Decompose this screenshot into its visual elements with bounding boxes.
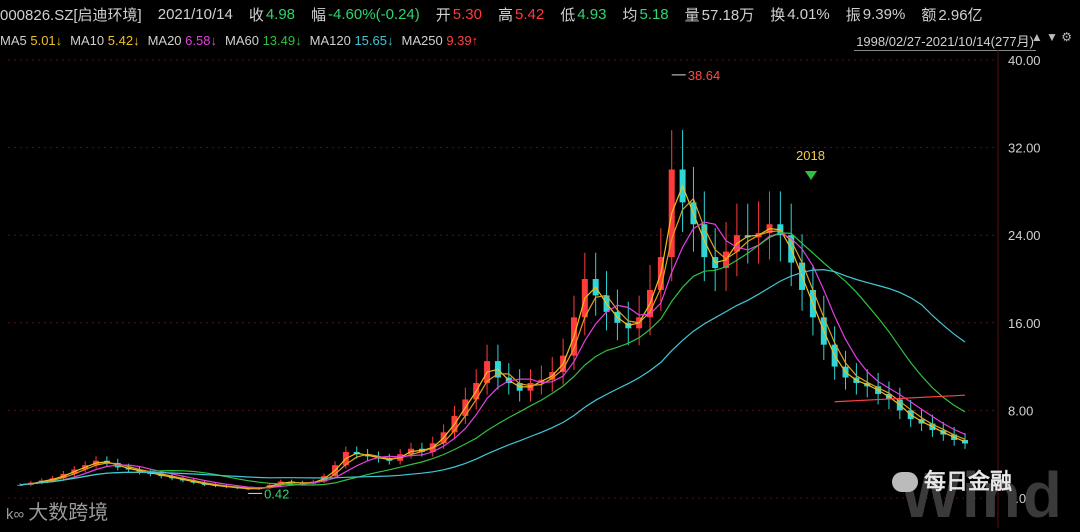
source-watermark: k∞ 大数跨境 <box>6 496 108 525</box>
amp-value: 9.39% <box>862 5 906 23</box>
source-text: 大数跨境 <box>28 502 109 524</box>
ma5-item[interactable]: MA5 5.01↓ <box>0 33 62 48</box>
ma120-item[interactable]: MA120 15.65↓ <box>310 33 394 48</box>
y-tick-label: 24.00 <box>1008 228 1041 243</box>
ma20-name: MA20 <box>147 32 182 48</box>
y-tick-label: 0.00 <box>1008 491 1033 506</box>
ma20-item[interactable]: MA20 6.58↓ <box>148 33 217 48</box>
brand-text: 每日金融 <box>924 469 1013 494</box>
ma10-line <box>19 197 966 490</box>
vol-value: 57.18万 <box>701 6 755 24</box>
high-label: 高 <box>497 6 513 24</box>
ma250-name: MA250 <box>401 32 443 48</box>
y-tick-label: 8.00 <box>1008 403 1033 418</box>
turnover-value: 4.01% <box>787 5 830 23</box>
close-value: 4.98 <box>265 5 296 23</box>
ma-legend: MA5 5.01↓ MA10 5.42↓ MA20 6.58↓ MA60 13.… <box>0 29 1080 51</box>
y-tick-label: 16.00 <box>1008 316 1041 331</box>
ma-layer <box>19 184 966 490</box>
avg-label: 均 <box>622 6 638 24</box>
candle-layer <box>17 130 968 491</box>
amount-label: 额 <box>921 6 937 24</box>
ma10-name: MA10 <box>70 32 105 48</box>
candle-body <box>962 439 968 444</box>
low-value: 4.93 <box>577 5 607 23</box>
change-label: 幅 <box>311 6 327 24</box>
ma250-item[interactable]: MA250 9.39↑ <box>402 33 479 48</box>
candle-body <box>17 484 23 486</box>
source-logo: k∞ <box>6 506 25 523</box>
stock-code: 000826.SZ[启迪环境] <box>0 6 142 24</box>
grid-layer <box>8 50 999 528</box>
ma60-item[interactable]: MA60 13.49↓ <box>225 33 302 48</box>
open-value: 5.30 <box>452 5 482 23</box>
turnover-label: 换 <box>770 6 786 24</box>
vol-label: 量 <box>684 6 700 24</box>
ma60-name: MA60 <box>224 32 259 48</box>
max-label: 38.64 <box>688 68 721 83</box>
y-tick-label: 32.00 <box>1008 141 1041 156</box>
year-marker-arrow <box>805 171 817 180</box>
ma120-name: MA120 <box>309 32 351 48</box>
quote-date: 2021/10/14 <box>157 5 233 23</box>
y-tick-label: 40.00 <box>1008 53 1041 68</box>
close-label: 收 <box>248 6 264 24</box>
ma5-name: MA5 <box>0 32 27 48</box>
wechat-icon <box>892 472 918 492</box>
low-label: 低 <box>560 6 576 24</box>
year-marker-label: 2018 <box>796 148 825 163</box>
avg-value: 5.18 <box>639 5 669 23</box>
annotation-layer: 38.64 0.42 2018 <box>248 68 825 501</box>
ma10-item[interactable]: MA10 5.42↓ <box>70 33 139 48</box>
ma5-line <box>19 184 966 490</box>
high-value: 5.42 <box>515 5 545 23</box>
ma60-value: 13.49↓ <box>262 32 302 48</box>
ma20-line <box>19 221 966 489</box>
ma5-value: 5.01↓ <box>30 32 63 48</box>
change-value: -4.60%(-0.24) <box>328 5 420 23</box>
kline-chart[interactable]: 40.00 32.00 24.00 16.00 8.00 0.00 38.64 0.42 20… <box>0 50 1080 528</box>
range-controls[interactable]: ▲ ▼ ⚙ <box>1030 30 1072 44</box>
quote-bar: 000826.SZ[启迪环境] 2021/10/14 收 4.98 幅 -4.6… <box>0 0 1080 28</box>
ma60-line <box>19 232 966 486</box>
amp-label: 振 <box>845 6 861 24</box>
amount-value: 2.96亿 <box>938 6 983 24</box>
min-label: 0.42 <box>264 486 289 501</box>
ma120-line <box>19 268 966 486</box>
ma20-value: 6.58↓ <box>185 32 217 48</box>
date-range-selector[interactable]: 1998/02/27-2021/10/14(277月) <box>854 31 1036 51</box>
ma250-value: 9.39↑ <box>446 32 479 48</box>
ma120-value: 15.65↓ <box>354 32 394 48</box>
y-axis: 40.00 32.00 24.00 16.00 8.00 0.00 <box>1008 53 1041 506</box>
ma250-line <box>834 394 966 403</box>
brand-watermark: 每日金融 <box>892 464 1012 496</box>
open-label: 开 <box>435 6 451 24</box>
ma10-value: 5.42↓ <box>107 32 140 48</box>
